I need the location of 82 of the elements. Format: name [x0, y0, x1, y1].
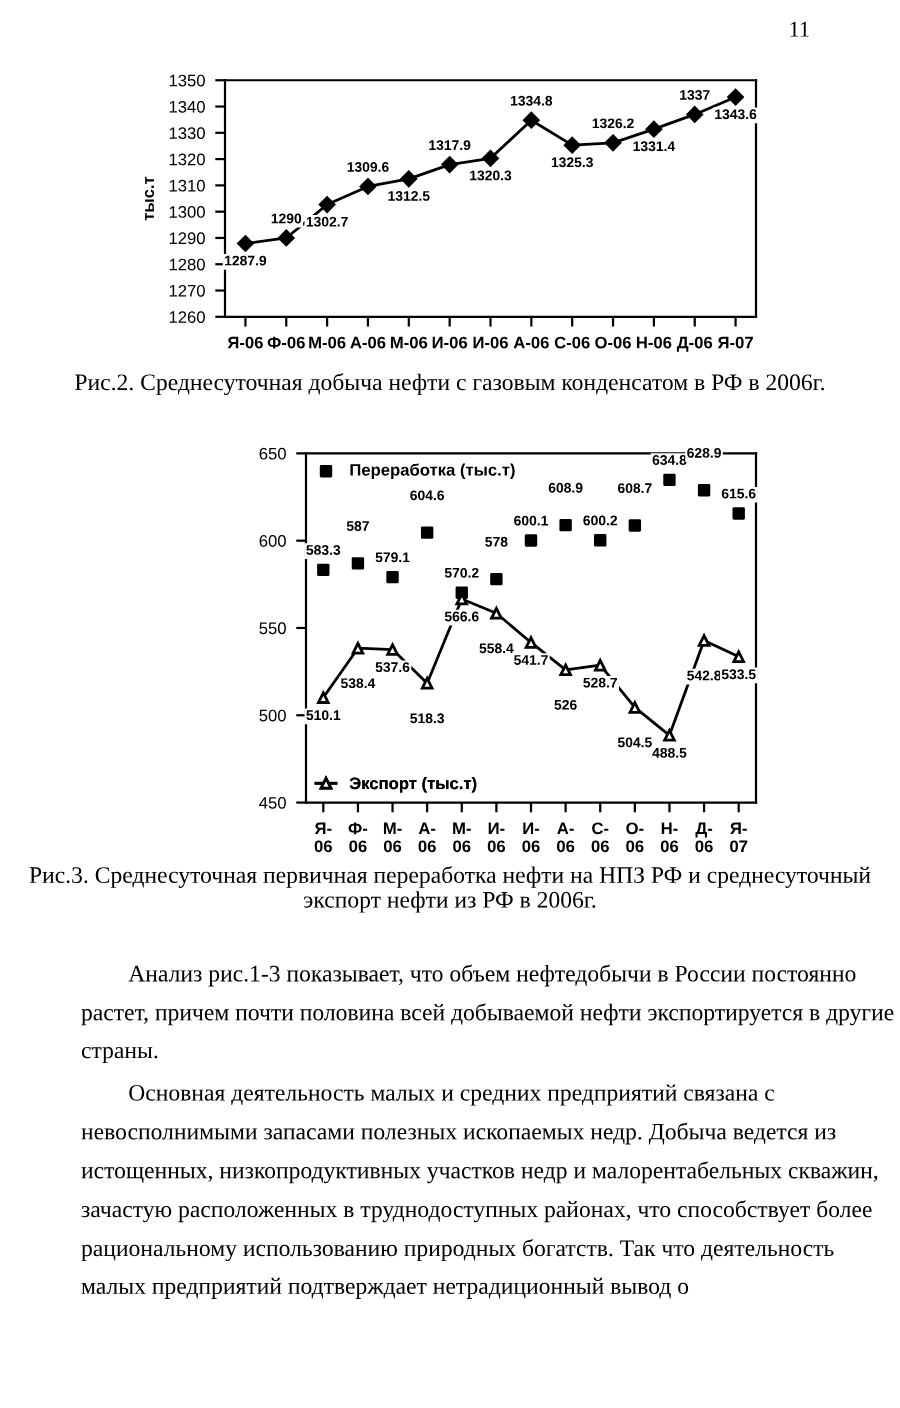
y-tick-label: 1300	[169, 206, 205, 218]
point	[628, 519, 642, 532]
legend-label: Переработка (тыс.т)	[350, 463, 515, 480]
text: Анализ рис.1-3 показывает, что объем нефтедобычи в России постоянно растет, причем почти половина всей добываемой нефти экспортируется в другие страны.	[81, 964, 894, 1064]
point	[628, 701, 642, 714]
x-tick-label: И- 06	[487, 822, 506, 853]
point	[559, 518, 572, 532]
x-tick-label: Н-06	[636, 336, 672, 349]
x-tick-label: Я-07	[717, 336, 753, 349]
point	[420, 526, 434, 539]
y-tick-label: 1290	[169, 232, 205, 245]
point	[524, 534, 538, 547]
y-tick-label: 1350	[169, 74, 205, 87]
point	[727, 88, 744, 106]
x-tick-label: О-06	[595, 336, 631, 349]
y-tick-label: 600	[259, 535, 286, 547]
x-tick-label: Я-06	[227, 336, 263, 349]
point	[400, 170, 418, 188]
point	[663, 473, 676, 487]
x-tick-label: И- 06	[522, 822, 540, 853]
y-tick-label: 1280	[169, 258, 205, 271]
text: Рис.2. Среднесуточная добыча нефти с газовым конденсатом в РФ в 2006г.	[75, 373, 825, 396]
point	[697, 484, 711, 497]
x-tick-label: И-06	[432, 336, 468, 349]
y-tick-label: 1340	[169, 100, 205, 113]
point	[441, 156, 458, 173]
point	[604, 134, 622, 152]
point	[237, 235, 254, 252]
x-tick-label: О- 06	[626, 822, 644, 853]
x-tick-label: М- 06	[383, 822, 402, 853]
point	[593, 658, 607, 672]
point	[697, 634, 711, 647]
x-tick-label: Д-06	[676, 336, 713, 352]
x-tick-label: М- 06	[453, 822, 471, 853]
point	[317, 563, 330, 577]
point	[686, 106, 703, 123]
point	[732, 507, 745, 520]
text: 11	[790, 21, 809, 37]
x-tick-label: Ф-06	[267, 336, 305, 349]
point	[594, 534, 607, 547]
x-tick-label: А- 06	[418, 822, 436, 853]
x-tick-label: Н- 06	[660, 822, 679, 853]
x-tick-label: А- 06	[557, 822, 575, 853]
y-tick-label: 650	[259, 447, 286, 460]
y-axis-title: тыс.т	[144, 176, 155, 221]
x-tick-label: Я- 07	[730, 822, 748, 853]
y-tick-label: 1320	[169, 153, 205, 166]
y-tick-label: 500	[259, 709, 286, 722]
point	[318, 196, 336, 213]
point	[278, 229, 295, 247]
x-tick-label: А-06	[513, 336, 549, 349]
text: Рис.3. Среднесуточная первичная переработка нефти на НПЗ РФ и среднесуточный экспорт нефти из РФ в 2006г.	[29, 865, 871, 913]
x-tick-label: Я- 06	[314, 822, 332, 853]
point	[386, 570, 399, 584]
y-tick-label: 1310	[169, 179, 205, 192]
text: Основная деятельность малых и средних предприятий связана с невосполнимыми запасами полезных ископаемых недр. Добыча ведется из истощенных, низкопродуктивных участков недр и малорентабельных скважин, зачастую расположенных в труднодоступных районах, что способствует более рациональному использованию природных богатств. Так что деятельность малых предприятий подтверждает нетрадиционный вывод о	[81, 1084, 878, 1299]
point	[420, 677, 434, 690]
legend-label: Экспорт (тыс.т)	[349, 777, 477, 793]
x-tick-label: С- 06	[591, 822, 609, 853]
point	[732, 650, 745, 664]
point	[351, 641, 365, 655]
point	[351, 557, 365, 570]
x-tick-label: И-06	[473, 336, 508, 349]
point	[524, 636, 538, 649]
y-tick-label: 450	[259, 796, 286, 809]
y-tick-label: 1270	[169, 284, 205, 297]
y-tick-label: 1260	[169, 311, 205, 323]
x-tick-label: С-06	[554, 336, 590, 349]
point	[523, 111, 540, 129]
x-tick-label: М-06	[390, 336, 428, 349]
point	[482, 150, 499, 167]
point	[490, 572, 503, 586]
y-tick-label: 550	[259, 622, 286, 635]
x-tick-label: Ф- 06	[348, 822, 368, 853]
x-tick-label: А-06	[350, 336, 386, 349]
point	[645, 120, 663, 138]
point	[563, 136, 581, 154]
y-tick-label: 1330	[169, 127, 205, 140]
point	[359, 178, 377, 195]
x-tick-label: Д- 06	[695, 822, 713, 853]
point	[559, 663, 572, 677]
x-tick-label: М-06	[309, 336, 346, 349]
